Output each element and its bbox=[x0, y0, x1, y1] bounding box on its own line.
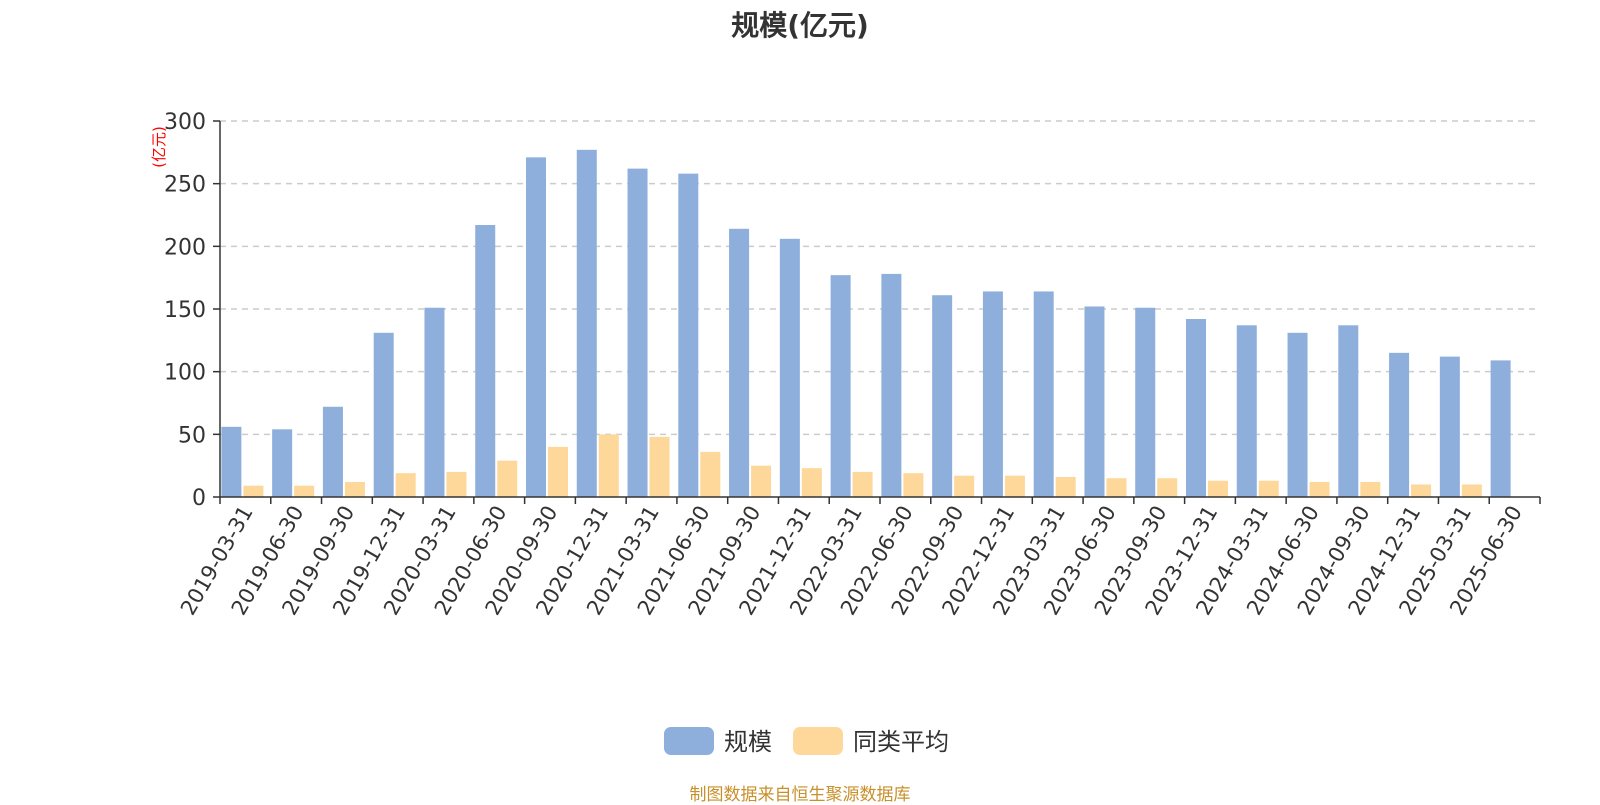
y-tick-label: 100 bbox=[164, 361, 206, 386]
bar-category-average bbox=[1106, 478, 1127, 497]
legend[interactable]: 规模 同类平均 bbox=[664, 727, 949, 756]
bar-scale bbox=[1186, 319, 1206, 497]
legend-label: 规模 bbox=[724, 728, 772, 756]
bar-category-average bbox=[497, 460, 518, 497]
y-tick-label: 250 bbox=[164, 173, 206, 198]
bar-category-average bbox=[1360, 481, 1381, 497]
bar-category-average bbox=[344, 481, 365, 497]
bar-scale bbox=[424, 307, 445, 497]
bar-category-average bbox=[1004, 475, 1025, 497]
bar-category-average bbox=[294, 485, 315, 497]
y-tick-label: 200 bbox=[164, 235, 206, 260]
bar-category-average bbox=[1208, 480, 1228, 497]
bar-scale bbox=[475, 225, 496, 497]
bar-scale bbox=[1287, 332, 1308, 497]
bar-scale bbox=[272, 429, 293, 497]
y-tick-label: 300 bbox=[164, 110, 206, 135]
bar-category-average bbox=[751, 465, 772, 497]
bar-category-average bbox=[1411, 484, 1432, 497]
bar-category-average bbox=[1309, 481, 1330, 497]
bar-category-average bbox=[1157, 478, 1178, 497]
y-tick-label: 50 bbox=[178, 423, 206, 448]
bar-scale bbox=[932, 295, 953, 497]
bar-category-average bbox=[548, 446, 568, 497]
bar-category-average bbox=[243, 485, 264, 497]
y-axis-label: (亿元) bbox=[150, 126, 168, 168]
bar-scale bbox=[322, 406, 343, 497]
bar-scale bbox=[1338, 325, 1359, 497]
bar-scale bbox=[1084, 306, 1105, 497]
bar-scale bbox=[729, 228, 750, 497]
bar-category-average bbox=[598, 434, 619, 497]
bar-scale bbox=[1135, 307, 1156, 497]
bar-category-average bbox=[903, 473, 924, 497]
bar-scale bbox=[526, 157, 546, 497]
bar-scale bbox=[1236, 325, 1257, 497]
chart-title: 规模(亿元) bbox=[731, 9, 869, 42]
legend-label: 同类平均 bbox=[853, 728, 949, 756]
bar-scale bbox=[1033, 291, 1054, 497]
y-tick-label: 0 bbox=[192, 486, 206, 511]
bar-scale bbox=[678, 173, 699, 497]
bar-category-average bbox=[700, 451, 721, 497]
bar-scale bbox=[881, 273, 902, 497]
bar-scale bbox=[373, 332, 394, 497]
bar-category-average bbox=[801, 468, 822, 497]
axes bbox=[213, 120, 1541, 504]
y-tick-label: 150 bbox=[164, 298, 206, 323]
bar-category-average bbox=[1055, 476, 1076, 497]
bar-scale bbox=[627, 168, 648, 498]
bar-category-average bbox=[954, 475, 975, 497]
bar-scale bbox=[779, 238, 800, 497]
bars bbox=[221, 149, 1511, 498]
bar-category-average bbox=[852, 471, 873, 497]
bar-category-average bbox=[1461, 484, 1482, 497]
legend-swatch bbox=[664, 727, 714, 755]
bar-scale bbox=[982, 291, 1003, 497]
bar-scale bbox=[1439, 356, 1460, 497]
bar-scale bbox=[830, 275, 851, 497]
bar-scale bbox=[1389, 352, 1410, 497]
bar-category-average bbox=[649, 436, 670, 497]
bar-scale bbox=[576, 149, 597, 497]
bar-scale bbox=[1490, 360, 1511, 497]
bar-scale bbox=[221, 426, 242, 497]
bar-category-average bbox=[1258, 480, 1279, 497]
source-footnote: 制图数据来自恒生聚源数据库 bbox=[689, 785, 911, 805]
bar-category-average bbox=[446, 471, 467, 497]
legend-swatch bbox=[793, 727, 843, 755]
bar-category-average bbox=[395, 473, 416, 497]
